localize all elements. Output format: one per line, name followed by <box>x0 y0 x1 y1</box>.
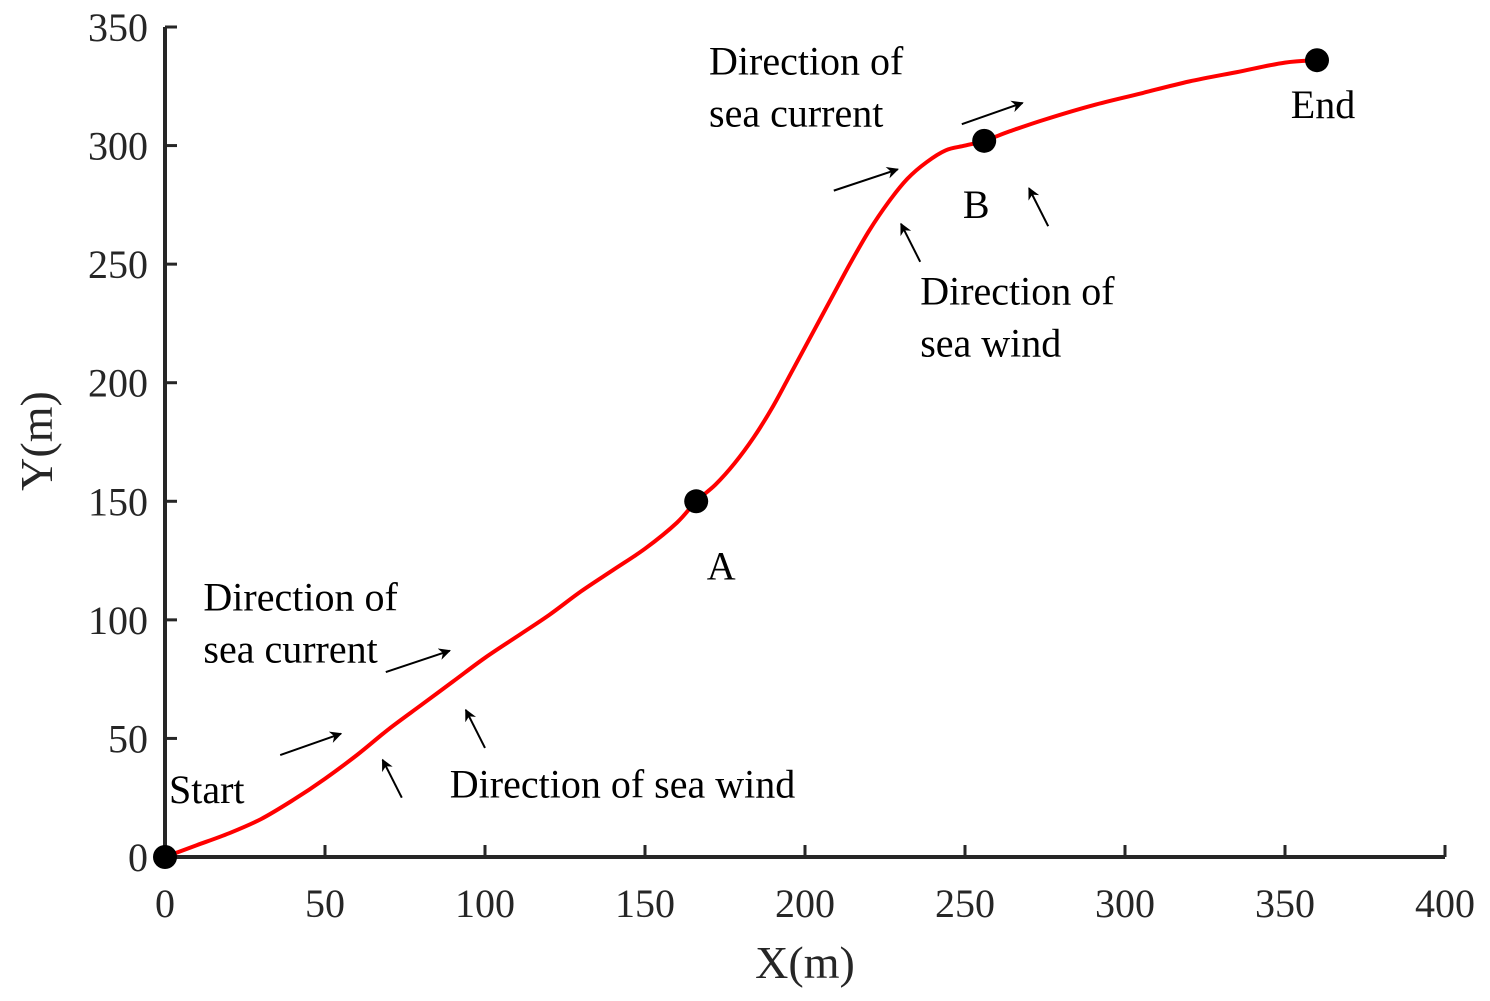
point-label: A <box>707 543 736 588</box>
y-tick-label: 350 <box>88 5 148 50</box>
point-marker <box>1305 48 1329 73</box>
sea-current-arrow-3 <box>833 167 899 192</box>
y-tick-label: 150 <box>88 479 148 524</box>
x-tick-label: 150 <box>615 881 675 926</box>
sea-wind-arrow-2 <box>464 708 486 749</box>
y-tick-label: 0 <box>128 835 148 880</box>
ticks: 0 50 100 150 200 250 300 350 400 0 50 100 150 200 250 3… <box>88 5 1475 926</box>
annotation-line: sea wind <box>920 320 1061 365</box>
annotation-line: Direction of <box>203 574 398 619</box>
y-tick-label: 250 <box>88 242 148 287</box>
x-tick-label: 100 <box>455 881 515 926</box>
wind-label-2: Direction of sea wind <box>920 268 1115 365</box>
y-tick-label: 50 <box>108 716 148 761</box>
sea-current-arrow-1 <box>279 731 343 756</box>
current-label-1: Direction of sea current <box>203 574 398 671</box>
y-tick-label: 100 <box>88 598 148 643</box>
sea-wind-arrow-3 <box>900 222 922 263</box>
point-label: B <box>963 182 990 227</box>
x-tick-label: 350 <box>1255 881 1315 926</box>
point-label: Start <box>169 767 245 812</box>
sea-current-arrow-2 <box>385 648 451 673</box>
x-tick-label: 200 <box>775 881 835 926</box>
x-tick-label: 250 <box>935 881 995 926</box>
point-marker <box>684 489 709 514</box>
current-label-2: Direction of sea current <box>709 38 904 135</box>
y-tick-label: 300 <box>88 124 148 169</box>
x-tick-label: 0 <box>155 881 175 926</box>
y-tick-label: 200 <box>88 361 148 406</box>
series <box>164 58 1318 859</box>
annotation-line: sea current <box>203 626 377 671</box>
annotation-line: Direction of <box>709 38 904 83</box>
point-label: End <box>1291 82 1355 127</box>
annotation-line: Direction of sea wind <box>450 762 795 807</box>
sea-wind-arrow-1 <box>381 758 403 799</box>
sea-wind-arrow-4 <box>1028 187 1050 227</box>
x-axis-label: X(m) <box>755 937 855 988</box>
x-tick-label: 400 <box>1415 881 1475 926</box>
point-marker <box>972 128 997 153</box>
x-tick-label: 300 <box>1095 881 1155 926</box>
sea-current-arrow-4 <box>961 100 1024 126</box>
annotation-line: Direction of <box>920 268 1115 313</box>
points: Start A B End <box>153 48 1355 869</box>
axes <box>163 27 1445 859</box>
wind-label-1: Direction of sea wind <box>450 762 795 807</box>
arrows <box>279 100 1050 799</box>
annotation-line: sea current <box>709 90 883 135</box>
x-tick-label: 50 <box>305 881 345 926</box>
trajectory-line <box>164 58 1318 859</box>
y-axis-label: Y(m) <box>11 391 62 491</box>
point-marker <box>153 845 177 869</box>
